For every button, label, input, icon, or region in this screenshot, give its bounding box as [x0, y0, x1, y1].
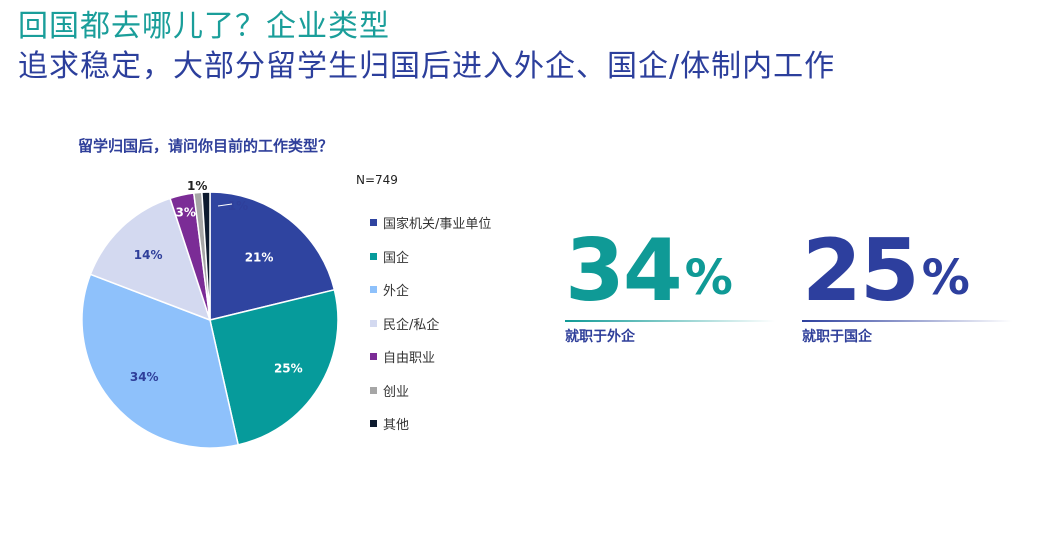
legend-item: 外企	[370, 273, 491, 307]
pie-slice	[201, 191, 211, 321]
legend-swatch	[370, 420, 377, 428]
legend-swatch	[370, 286, 377, 294]
legend-label: 国家机关/事业单位	[383, 217, 492, 233]
legend-item: 国企	[370, 240, 491, 274]
pie-slice	[209, 288, 339, 446]
chart-title: 留学归国后，请问你目前的工作类型？	[78, 137, 334, 155]
legend-swatch	[370, 353, 377, 361]
legend-item: 自由职业	[370, 340, 491, 374]
legend-label: 创业	[383, 384, 410, 400]
slice-label: 25%	[274, 362, 303, 376]
legend-label: 其他	[383, 418, 410, 434]
kpi-label: 就职于外企	[565, 329, 635, 345]
kpi-divider	[802, 320, 1012, 322]
kpi-value: 34	[565, 221, 683, 321]
legend-swatch	[370, 319, 377, 327]
kpi-unit: %	[684, 250, 733, 306]
legend-item: 国家机关/事业单位	[370, 206, 491, 240]
kpi-foreign-company: 34 % 就职于外企	[565, 228, 775, 346]
kpi-state-owned: 25 % 就职于国企	[802, 228, 1012, 346]
page-subtitle: 追求稳定，大部分留学生归国后进入外企、国企/体制内工作	[18, 49, 836, 84]
slice-label: 21%	[245, 251, 274, 265]
legend-label: 外企	[383, 284, 410, 300]
legend-label: 民企/私企	[383, 317, 440, 333]
legend-swatch	[370, 386, 377, 394]
legend-label: 国企	[383, 250, 410, 266]
slice-label: 1%	[187, 179, 207, 193]
slice-label: 3%	[176, 206, 196, 220]
slice-label: 1%	[228, 199, 248, 213]
pie-slice	[81, 273, 240, 449]
label-leader-line	[217, 203, 233, 207]
pie-slice	[209, 191, 336, 321]
kpi-unit: %	[921, 250, 970, 306]
pie-slice	[89, 197, 212, 322]
legend-label: 自由职业	[383, 351, 436, 367]
legend-swatch	[370, 219, 377, 227]
slice-label: 14%	[134, 248, 163, 262]
page-title: 回国都去哪儿了？企业类型	[18, 9, 390, 44]
kpi-value: 25	[802, 221, 920, 321]
chart-legend: 国家机关/事业单位 国企外企民企/私企自由职业创业其他	[370, 206, 491, 441]
kpi-divider	[565, 320, 775, 322]
sample-size-label: N=749	[356, 173, 398, 187]
kpi-label: 就职于国企	[802, 329, 872, 345]
legend-item: 民企/私企	[370, 307, 491, 341]
legend-item: 创业	[370, 374, 491, 408]
legend-item: 其他	[370, 407, 491, 441]
slice-label: 34%	[130, 370, 159, 384]
legend-swatch	[370, 252, 377, 260]
